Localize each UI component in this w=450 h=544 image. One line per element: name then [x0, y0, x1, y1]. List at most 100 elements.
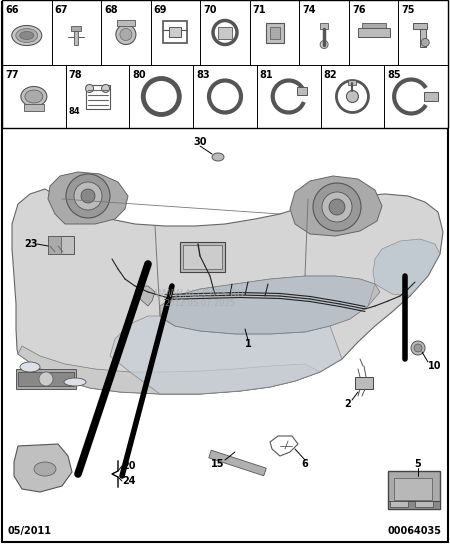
Text: WWW.ALLCATS.RU: WWW.ALLCATS.RU — [155, 289, 245, 299]
Bar — [390, 501, 408, 507]
Text: 82: 82 — [324, 70, 337, 80]
Bar — [394, 478, 432, 500]
Text: 85: 85 — [387, 70, 401, 80]
Text: 23: 23 — [24, 239, 37, 249]
Bar — [170, 27, 181, 36]
Ellipse shape — [212, 153, 224, 161]
Bar — [218, 27, 232, 39]
Text: 2012.05.07.2025: 2012.05.07.2025 — [165, 300, 235, 308]
Circle shape — [421, 39, 429, 46]
Polygon shape — [18, 346, 320, 394]
Ellipse shape — [64, 378, 86, 386]
Text: 80: 80 — [132, 70, 146, 80]
Text: 15: 15 — [211, 459, 225, 469]
Bar — [320, 22, 328, 28]
Text: 67: 67 — [54, 5, 68, 15]
Bar — [117, 20, 135, 26]
Bar — [24, 103, 44, 110]
Polygon shape — [160, 276, 380, 334]
Bar — [297, 86, 307, 95]
Bar — [355, 377, 373, 389]
Circle shape — [329, 199, 345, 215]
Text: 5: 5 — [414, 459, 421, 469]
Bar — [18, 372, 74, 386]
Polygon shape — [135, 286, 155, 306]
Text: 05/2011: 05/2011 — [8, 526, 52, 536]
Text: 24: 24 — [122, 476, 135, 486]
Circle shape — [149, 84, 173, 108]
Polygon shape — [290, 176, 382, 236]
Bar — [358, 28, 390, 36]
Text: 00064035: 00064035 — [388, 526, 442, 536]
Bar — [388, 471, 440, 509]
Polygon shape — [48, 172, 128, 224]
Text: 74: 74 — [302, 5, 316, 15]
Bar — [413, 22, 427, 28]
Bar — [266, 22, 284, 42]
Circle shape — [414, 344, 422, 352]
Bar — [86, 84, 109, 108]
Bar — [362, 22, 386, 28]
Text: 71: 71 — [253, 5, 266, 15]
Text: 83: 83 — [196, 70, 210, 80]
Bar — [348, 79, 356, 84]
Text: 77: 77 — [5, 70, 18, 80]
Text: 6: 6 — [302, 459, 308, 469]
Bar — [72, 26, 81, 30]
Text: 81: 81 — [260, 70, 274, 80]
Bar — [48, 236, 74, 254]
Bar — [415, 501, 433, 507]
Polygon shape — [373, 239, 440, 296]
Circle shape — [86, 84, 94, 92]
Polygon shape — [14, 444, 72, 492]
FancyArrow shape — [209, 450, 266, 476]
Text: 30: 30 — [193, 137, 207, 147]
Ellipse shape — [16, 28, 38, 42]
Circle shape — [120, 28, 132, 40]
Circle shape — [116, 24, 136, 45]
Circle shape — [74, 182, 102, 210]
Ellipse shape — [25, 90, 43, 103]
Bar — [270, 27, 279, 39]
Text: 1: 1 — [245, 339, 252, 349]
Text: 70: 70 — [203, 5, 217, 15]
Text: 75: 75 — [401, 5, 415, 15]
Text: 84: 84 — [69, 107, 81, 116]
Ellipse shape — [34, 462, 56, 476]
Bar — [424, 91, 438, 101]
Text: 68: 68 — [104, 5, 118, 15]
Bar — [48, 236, 61, 254]
Bar — [183, 245, 222, 269]
Bar — [388, 501, 440, 509]
Text: 66: 66 — [5, 5, 18, 15]
Bar — [16, 369, 76, 389]
Circle shape — [66, 174, 110, 218]
Polygon shape — [160, 276, 375, 334]
Bar — [74, 30, 78, 45]
Text: 76: 76 — [352, 5, 365, 15]
Circle shape — [320, 40, 328, 48]
Bar — [163, 21, 188, 42]
Bar — [180, 242, 225, 272]
Bar — [420, 27, 426, 46]
Ellipse shape — [20, 32, 34, 40]
Ellipse shape — [21, 86, 47, 107]
Text: 2: 2 — [345, 399, 351, 409]
Ellipse shape — [12, 26, 42, 46]
Text: 20: 20 — [122, 461, 135, 471]
Circle shape — [39, 372, 53, 386]
Circle shape — [411, 341, 425, 355]
Circle shape — [81, 189, 95, 203]
Circle shape — [346, 90, 359, 102]
Circle shape — [102, 84, 109, 92]
Text: 10: 10 — [428, 361, 441, 371]
Text: 69: 69 — [153, 5, 167, 15]
Text: 78: 78 — [69, 70, 82, 80]
Polygon shape — [110, 316, 342, 394]
Circle shape — [313, 183, 361, 231]
Circle shape — [322, 192, 352, 222]
Polygon shape — [12, 189, 443, 394]
Bar — [2, 0, 448, 128]
Circle shape — [215, 86, 235, 107]
Ellipse shape — [20, 362, 40, 372]
